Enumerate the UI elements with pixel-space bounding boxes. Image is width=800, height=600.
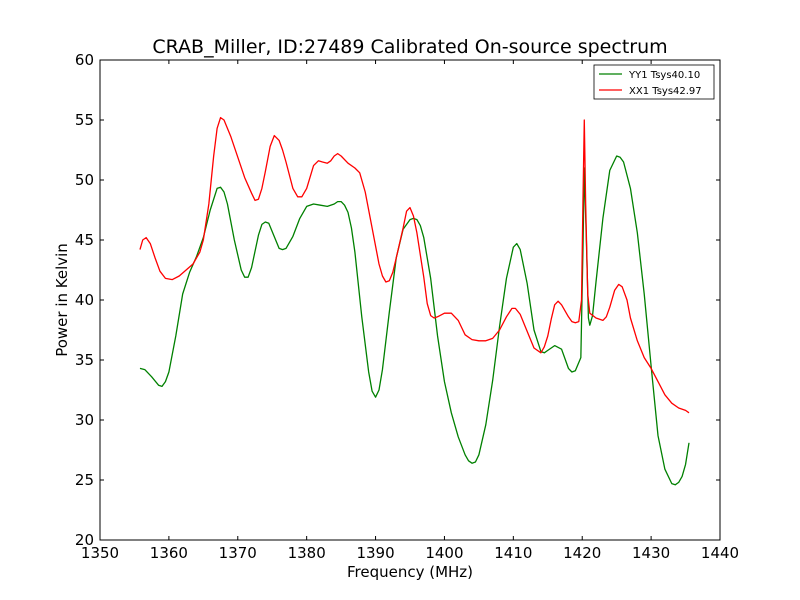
x-tick-label: 1430 bbox=[632, 544, 670, 562]
x-tick-label: 1410 bbox=[494, 544, 532, 562]
x-tick-label: 1390 bbox=[356, 544, 394, 562]
x-tick-label: 1400 bbox=[425, 544, 463, 562]
legend-box bbox=[593, 64, 715, 100]
legend-label-1: XX1 Tsys42.97 bbox=[629, 86, 702, 97]
plot-series-group bbox=[139, 116, 690, 486]
legend-label-0: YY1 Tsys40.10 bbox=[628, 70, 700, 81]
y-tick-label: 20 bbox=[75, 531, 94, 549]
x-tick-label: 1420 bbox=[563, 544, 601, 562]
axis-ticks-group: 1350 1360 1370 1380 1390 1400 1410 1420 1430 1440… bbox=[75, 51, 739, 562]
legend: YY1 Tsys40.10 XX1 Tsys42.97 bbox=[593, 64, 715, 100]
y-tick-label: 60 bbox=[75, 51, 94, 69]
y-tick-label: 35 bbox=[75, 351, 94, 369]
x-tick-label: 1360 bbox=[150, 544, 188, 562]
chart-title: CRAB_Miller, ID:27489 Calibrated On-sour… bbox=[152, 36, 667, 58]
y-tick-label: 25 bbox=[75, 471, 94, 489]
x-axis-label: Frequency (MHz) bbox=[347, 563, 473, 581]
x-tick-label: 1370 bbox=[219, 544, 257, 562]
y-tick-label: 50 bbox=[75, 171, 94, 189]
x-tick-label: 1440 bbox=[701, 544, 739, 562]
y-tick-label: 45 bbox=[75, 231, 94, 249]
y-tick-label: 40 bbox=[75, 291, 94, 309]
x-tick-label: 1380 bbox=[288, 544, 326, 562]
y-axis-label: Power in Kelvin bbox=[53, 243, 71, 357]
plot-area-frame bbox=[99, 59, 721, 541]
y-tick-label: 30 bbox=[75, 411, 94, 429]
y-tick-label: 55 bbox=[75, 111, 94, 129]
series-line-1 bbox=[139, 116, 690, 414]
x-tick-label: 1350 bbox=[81, 544, 119, 562]
